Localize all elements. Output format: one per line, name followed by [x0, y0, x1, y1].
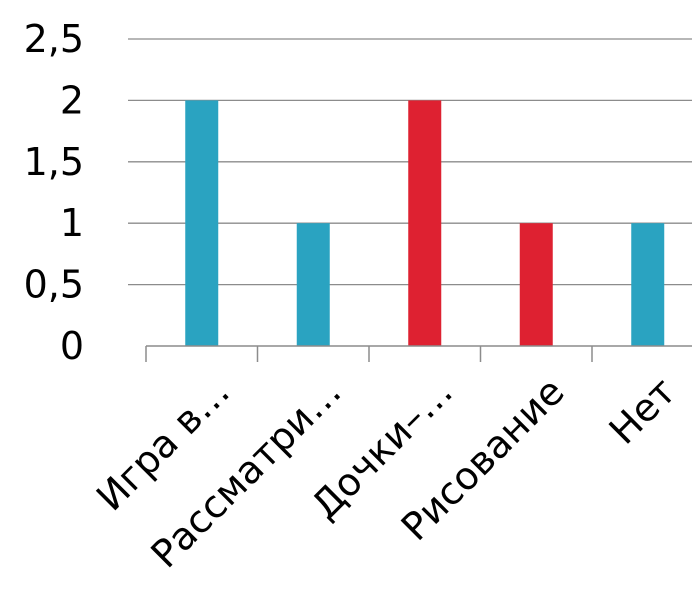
- bar: [408, 100, 442, 347]
- y-tick-label: 1: [60, 201, 84, 245]
- y-tick-label: 0,5: [24, 263, 84, 307]
- bar: [631, 223, 665, 346]
- bars: [185, 100, 665, 347]
- y-tick-label: 0: [60, 324, 84, 368]
- bar: [185, 100, 219, 347]
- category-labels: Игра в…Рассматри…Дочки–…Рисование Нет: [88, 369, 684, 576]
- bar: [519, 223, 553, 346]
- x-axis: [145, 345, 692, 362]
- y-tick-labels: 0 0,5 1 1,5 2 2,5: [24, 17, 84, 368]
- y-tick-label: 1,5: [24, 140, 84, 184]
- y-tick-label: 2,5: [24, 17, 84, 61]
- category-label: Нет: [601, 369, 685, 453]
- y-tick-label: 2: [60, 78, 84, 122]
- bar: [296, 223, 330, 346]
- category-label: Рассматри…: [142, 369, 349, 576]
